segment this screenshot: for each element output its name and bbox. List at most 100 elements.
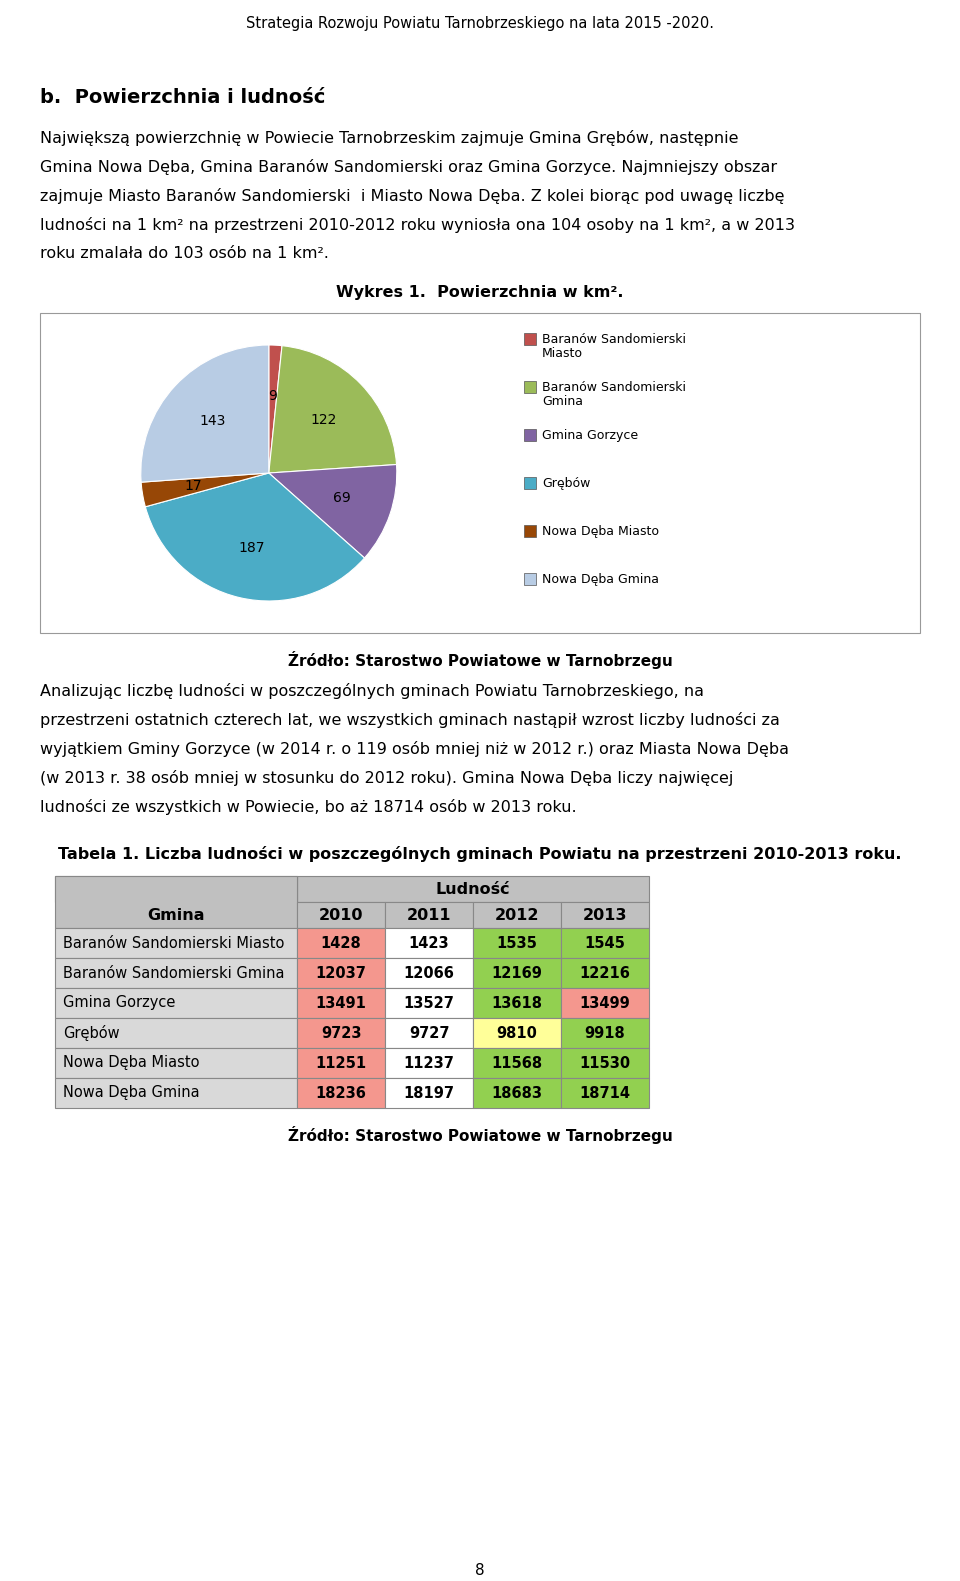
Text: 8: 8 xyxy=(475,1564,485,1578)
Bar xyxy=(473,958,561,988)
Bar xyxy=(55,988,297,1018)
Wedge shape xyxy=(269,345,282,473)
Text: 13527: 13527 xyxy=(403,996,454,1010)
Bar xyxy=(561,988,649,1018)
Bar xyxy=(385,988,473,1018)
Text: 12066: 12066 xyxy=(403,966,454,980)
Bar xyxy=(297,1018,385,1048)
Bar xyxy=(524,525,536,538)
Bar xyxy=(55,876,297,903)
Text: 12216: 12216 xyxy=(580,966,631,980)
Text: 1423: 1423 xyxy=(409,936,449,950)
Text: zajmuje Miasto Baranów Sandomierski  i Miasto Nowa Dęba. Z kolei biorąc pod uwag: zajmuje Miasto Baranów Sandomierski i Mi… xyxy=(40,188,784,204)
Text: przestrzeni ostatnich czterech lat, we wszystkich gminach nastąpił wzrost liczby: przestrzeni ostatnich czterech lat, we w… xyxy=(40,711,780,727)
Bar xyxy=(297,1078,385,1108)
Bar xyxy=(561,1048,649,1078)
Text: Nowa Dęba Miasto: Nowa Dęba Miasto xyxy=(542,525,659,538)
Bar xyxy=(385,1048,473,1078)
Text: 18714: 18714 xyxy=(580,1086,631,1100)
Bar xyxy=(55,1078,297,1108)
Bar xyxy=(55,1048,297,1078)
Text: 11237: 11237 xyxy=(403,1056,454,1070)
Bar xyxy=(524,381,536,394)
Text: Strategia Rozwoju Powiatu Tarnobrzeskiego na lata 2015 -2020.: Strategia Rozwoju Powiatu Tarnobrzeskieg… xyxy=(246,16,714,32)
Text: 13499: 13499 xyxy=(580,996,631,1010)
Bar xyxy=(385,928,473,958)
Bar xyxy=(297,876,649,903)
Text: Gmina Gorzyce: Gmina Gorzyce xyxy=(542,428,638,443)
Bar xyxy=(297,1048,385,1078)
Text: 1428: 1428 xyxy=(321,936,361,950)
Text: Źródło: Starostwo Powiatowe w Tarnobrzegu: Źródło: Starostwo Powiatowe w Tarnobrzeg… xyxy=(288,1126,672,1145)
Text: Gmina: Gmina xyxy=(147,907,204,922)
Bar xyxy=(473,1018,561,1048)
Bar xyxy=(55,1018,297,1048)
Text: 13618: 13618 xyxy=(492,996,542,1010)
Text: Tabela 1. Liczba ludności w poszczególnych gminach Powiatu na przestrzeni 2010-2: Tabela 1. Liczba ludności w poszczególny… xyxy=(59,846,901,862)
Text: 18236: 18236 xyxy=(316,1086,367,1100)
Text: roku zmalała do 103 osób na 1 km².: roku zmalała do 103 osób na 1 km². xyxy=(40,247,329,261)
Text: 69: 69 xyxy=(332,492,350,504)
Bar xyxy=(524,477,536,489)
Text: b.  Powierzchnia i ludność: b. Powierzchnia i ludność xyxy=(40,89,325,108)
Text: 9723: 9723 xyxy=(321,1026,361,1040)
Bar xyxy=(473,988,561,1018)
Text: Baranów Sandomierski: Baranów Sandomierski xyxy=(542,334,686,346)
Text: 18197: 18197 xyxy=(403,1086,454,1100)
Text: 11530: 11530 xyxy=(580,1056,631,1070)
Text: 9918: 9918 xyxy=(585,1026,625,1040)
Wedge shape xyxy=(141,345,269,482)
Text: 122: 122 xyxy=(311,413,337,427)
Text: Ludność: Ludność xyxy=(436,882,511,896)
Text: 1535: 1535 xyxy=(496,936,538,950)
Text: Największą powierzchnię w Powiecie Tarnobrzeskim zajmuje Gmina Grębów, następnie: Największą powierzchnię w Powiecie Tarno… xyxy=(40,130,738,145)
Text: 2011: 2011 xyxy=(407,907,451,922)
Text: Baranów Sandomierski Gmina: Baranów Sandomierski Gmina xyxy=(63,966,284,980)
Text: wyjątkiem Gminy Gorzyce (w 2014 r. o 119 osób mniej niż w 2012 r.) oraz Miasta N: wyjątkiem Gminy Gorzyce (w 2014 r. o 119… xyxy=(40,741,789,757)
Bar xyxy=(473,1078,561,1108)
Bar xyxy=(561,928,649,958)
Text: 11568: 11568 xyxy=(492,1056,542,1070)
Bar xyxy=(385,1078,473,1108)
Bar xyxy=(385,903,473,928)
Text: 2012: 2012 xyxy=(494,907,540,922)
Bar xyxy=(297,928,385,958)
Text: Miasto: Miasto xyxy=(542,346,583,360)
Wedge shape xyxy=(145,473,365,601)
Bar xyxy=(561,958,649,988)
Wedge shape xyxy=(141,473,269,508)
Text: 9810: 9810 xyxy=(496,1026,538,1040)
Bar xyxy=(385,1018,473,1048)
Text: Grębów: Grębów xyxy=(63,1024,120,1040)
Text: 1545: 1545 xyxy=(585,936,625,950)
Text: 143: 143 xyxy=(200,414,226,428)
Text: Wykres 1.  Powierzchnia w km².: Wykres 1. Powierzchnia w km². xyxy=(336,285,624,300)
Text: 9: 9 xyxy=(269,389,277,403)
Text: 12169: 12169 xyxy=(492,966,542,980)
Bar xyxy=(55,928,297,958)
Bar xyxy=(297,988,385,1018)
Text: Baranów Sandomierski Miasto: Baranów Sandomierski Miasto xyxy=(63,936,284,950)
Bar xyxy=(524,572,536,585)
Text: 187: 187 xyxy=(238,541,265,555)
Bar xyxy=(524,428,536,441)
Text: (w 2013 r. 38 osób mniej w stosunku do 2012 roku). Gmina Nowa Dęba liczy najwięc: (w 2013 r. 38 osób mniej w stosunku do 2… xyxy=(40,770,733,786)
Bar xyxy=(561,1018,649,1048)
Bar xyxy=(40,313,920,632)
Bar xyxy=(385,958,473,988)
Text: Grębów: Grębów xyxy=(542,477,590,490)
Bar xyxy=(297,903,385,928)
Text: ludności ze wszystkich w Powiecie, bo aż 18714 osób w 2013 roku.: ludności ze wszystkich w Powiecie, bo aż… xyxy=(40,798,577,814)
Bar xyxy=(561,903,649,928)
Wedge shape xyxy=(269,465,396,558)
Wedge shape xyxy=(269,346,396,473)
Text: Nowa Dęba Gmina: Nowa Dęba Gmina xyxy=(63,1086,200,1100)
Text: 13491: 13491 xyxy=(316,996,367,1010)
Text: Źródło: Starostwo Powiatowe w Tarnobrzegu: Źródło: Starostwo Powiatowe w Tarnobrzeg… xyxy=(288,651,672,669)
Text: 17: 17 xyxy=(184,479,202,493)
Text: 11251: 11251 xyxy=(316,1056,367,1070)
Bar xyxy=(473,1048,561,1078)
Bar xyxy=(561,1078,649,1108)
Text: 2013: 2013 xyxy=(583,907,627,922)
Text: ludności na 1 km² na przestrzeni 2010-2012 roku wyniosła ona 104 osoby na 1 km²,: ludności na 1 km² na przestrzeni 2010-20… xyxy=(40,217,795,232)
